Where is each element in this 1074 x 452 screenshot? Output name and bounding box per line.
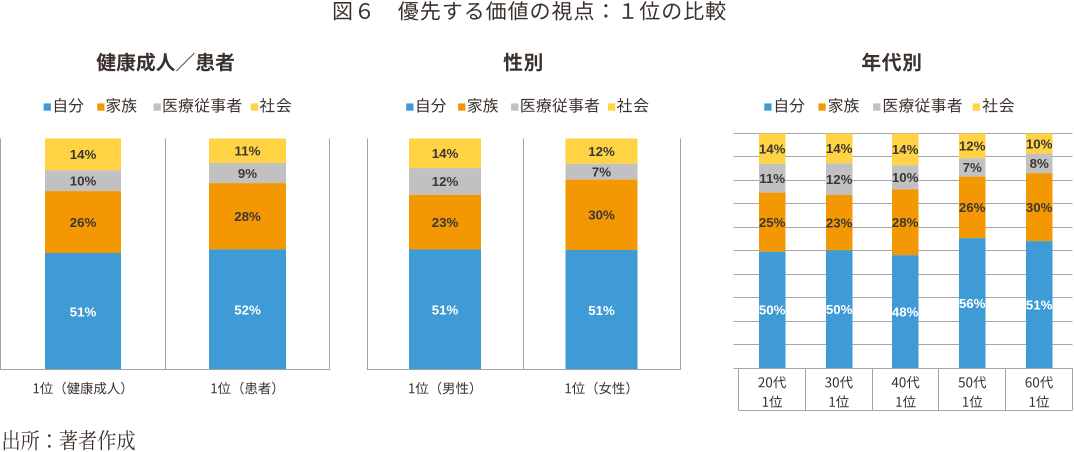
svg-text:14%: 14% xyxy=(759,142,786,157)
svg-text:26%: 26% xyxy=(959,200,986,215)
svg-text:14%: 14% xyxy=(432,146,459,161)
svg-text:10%: 10% xyxy=(892,170,919,185)
svg-text:51%: 51% xyxy=(588,303,615,318)
svg-text:11%: 11% xyxy=(235,144,261,159)
svg-text:12%: 12% xyxy=(432,174,459,189)
svg-text:28%: 28% xyxy=(892,215,919,230)
svg-text:10%: 10% xyxy=(1026,136,1053,151)
svg-text:9%: 9% xyxy=(238,166,257,181)
svg-text:14%: 14% xyxy=(826,141,853,156)
svg-text:52%: 52% xyxy=(234,303,261,318)
svg-text:51%: 51% xyxy=(70,304,97,319)
svg-text:11%: 11% xyxy=(759,171,785,186)
svg-text:25%: 25% xyxy=(759,215,786,230)
svg-text:30%: 30% xyxy=(1026,200,1053,215)
svg-text:28%: 28% xyxy=(234,209,261,224)
svg-text:30%: 30% xyxy=(588,208,615,223)
svg-text:7%: 7% xyxy=(592,165,611,180)
svg-text:26%: 26% xyxy=(70,215,97,230)
svg-text:10%: 10% xyxy=(70,174,97,189)
svg-text:51%: 51% xyxy=(432,303,459,318)
svg-text:14%: 14% xyxy=(892,142,919,157)
svg-text:14%: 14% xyxy=(70,147,97,162)
svg-text:7%: 7% xyxy=(963,160,982,175)
svg-text:50%: 50% xyxy=(826,302,853,317)
svg-text:48%: 48% xyxy=(892,304,919,319)
svg-text:51%: 51% xyxy=(1026,297,1053,312)
svg-text:23%: 23% xyxy=(432,215,459,230)
svg-text:50%: 50% xyxy=(759,303,786,318)
svg-text:12%: 12% xyxy=(826,172,853,187)
svg-text:12%: 12% xyxy=(588,144,615,159)
svg-text:12%: 12% xyxy=(959,139,986,154)
svg-text:23%: 23% xyxy=(826,216,853,231)
svg-text:56%: 56% xyxy=(959,296,986,311)
svg-text:8%: 8% xyxy=(1030,156,1049,171)
